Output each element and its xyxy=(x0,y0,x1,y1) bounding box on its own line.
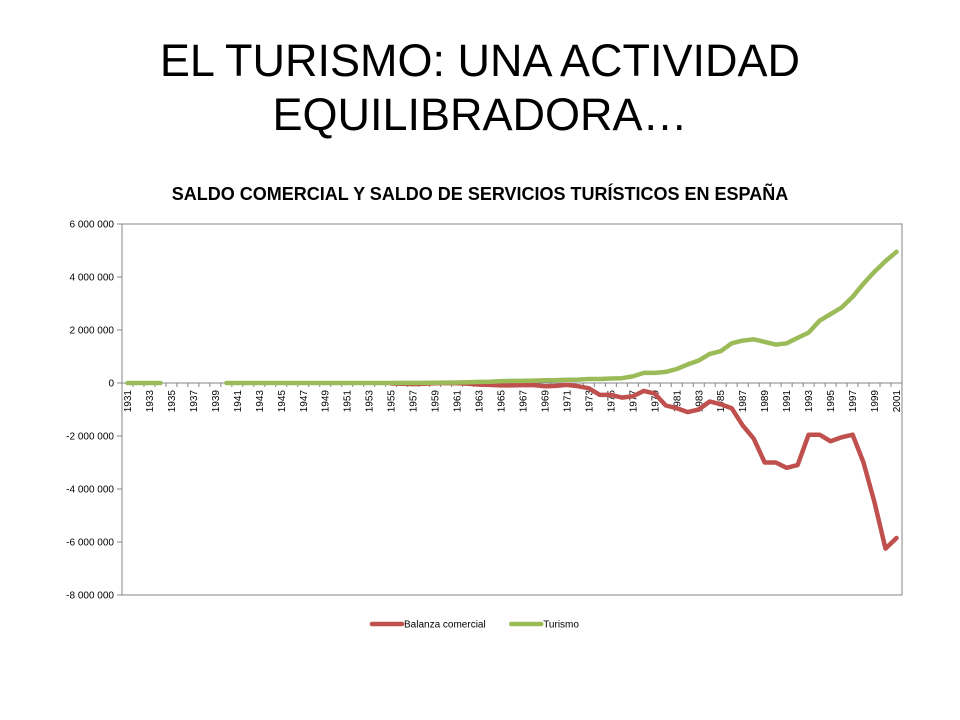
x-tick-label: 1957 xyxy=(409,390,420,413)
x-tick-label: 1969 xyxy=(540,390,551,413)
x-tick-label: 1983 xyxy=(694,390,705,413)
y-tick-label: 0 xyxy=(108,379,114,390)
x-tick-label: 1979 xyxy=(650,390,661,413)
x-tick-label: 1995 xyxy=(826,390,837,413)
y-tick-label: -4 000 000 xyxy=(66,485,114,496)
y-tick-label: 2 000 000 xyxy=(70,326,115,337)
x-tick-label: 2001 xyxy=(892,390,903,413)
x-tick-label: 1941 xyxy=(233,390,244,413)
x-tick-label: 1985 xyxy=(716,390,727,413)
x-tick-label: 1965 xyxy=(497,390,508,413)
x-tick-label: 1987 xyxy=(738,390,749,413)
chart-series-layer xyxy=(125,249,899,551)
x-tick-label: 1959 xyxy=(431,390,442,413)
slide-title-line-1: EL TURISMO: UNA ACTIVIDAD xyxy=(159,35,801,86)
x-tick-label: 1935 xyxy=(167,390,178,413)
y-tick-label: -6 000 000 xyxy=(66,538,114,549)
chart-title: SALDO COMERCIAL Y SALDO DE SERVICIOS TUR… xyxy=(171,184,789,204)
x-tick-label: 1945 xyxy=(277,390,288,413)
chart-axes: 6 000 000 4 000 000 2 000 000 0 -2 000 000 -4… xyxy=(66,220,903,602)
y-tick-label: 4 000 000 xyxy=(70,273,115,284)
x-tick-label: 1973 xyxy=(584,390,595,413)
x-tick-label: 1939 xyxy=(211,390,222,413)
x-tick-label: 1989 xyxy=(760,390,771,413)
y-tick-label: 6 000 000 xyxy=(70,220,115,231)
x-tick-label: 1955 xyxy=(387,390,398,413)
x-tick-label: 1961 xyxy=(453,390,464,413)
series-line-turismo xyxy=(224,249,899,386)
x-tick-label: 1963 xyxy=(475,390,486,413)
chart-legend: Balanza comercial Turismo xyxy=(369,620,579,631)
x-tick-label: 1991 xyxy=(782,390,793,413)
y-tick-label: -8 000 000 xyxy=(66,591,114,602)
x-tick-label: 1967 xyxy=(518,390,529,413)
x-tick-label: 1951 xyxy=(343,390,354,413)
legend-label: Turismo xyxy=(543,620,579,631)
x-tick-label: 1931 xyxy=(123,390,134,413)
x-tick-label: 1953 xyxy=(365,390,376,413)
x-tick-label: 1943 xyxy=(255,390,266,413)
x-tick-label: 1971 xyxy=(562,390,573,413)
x-tick-label: 1933 xyxy=(145,390,156,413)
x-tick-label: 1993 xyxy=(804,390,815,413)
x-tick-label: 1937 xyxy=(189,390,200,413)
slide-title: EL TURISMO: UNA ACTIVIDAD EQUILIBRADORA… xyxy=(0,34,960,142)
x-tick-label: 1949 xyxy=(321,390,332,413)
slide-title-line-2: EQUILIBRADORA… xyxy=(272,89,688,140)
plot-area-border xyxy=(121,223,903,596)
x-tick-label: 1977 xyxy=(628,390,639,413)
x-tick-label: 1997 xyxy=(848,390,859,413)
x-tick-label: 1975 xyxy=(606,390,617,413)
y-tick-label: -2 000 000 xyxy=(66,432,114,443)
x-tick-label: 1981 xyxy=(672,390,683,413)
series-line-balanza-comercial xyxy=(388,380,899,551)
x-tick-label: 1999 xyxy=(870,390,881,413)
legend-label: Balanza comercial xyxy=(404,620,486,631)
x-tick-label: 1947 xyxy=(299,390,310,413)
